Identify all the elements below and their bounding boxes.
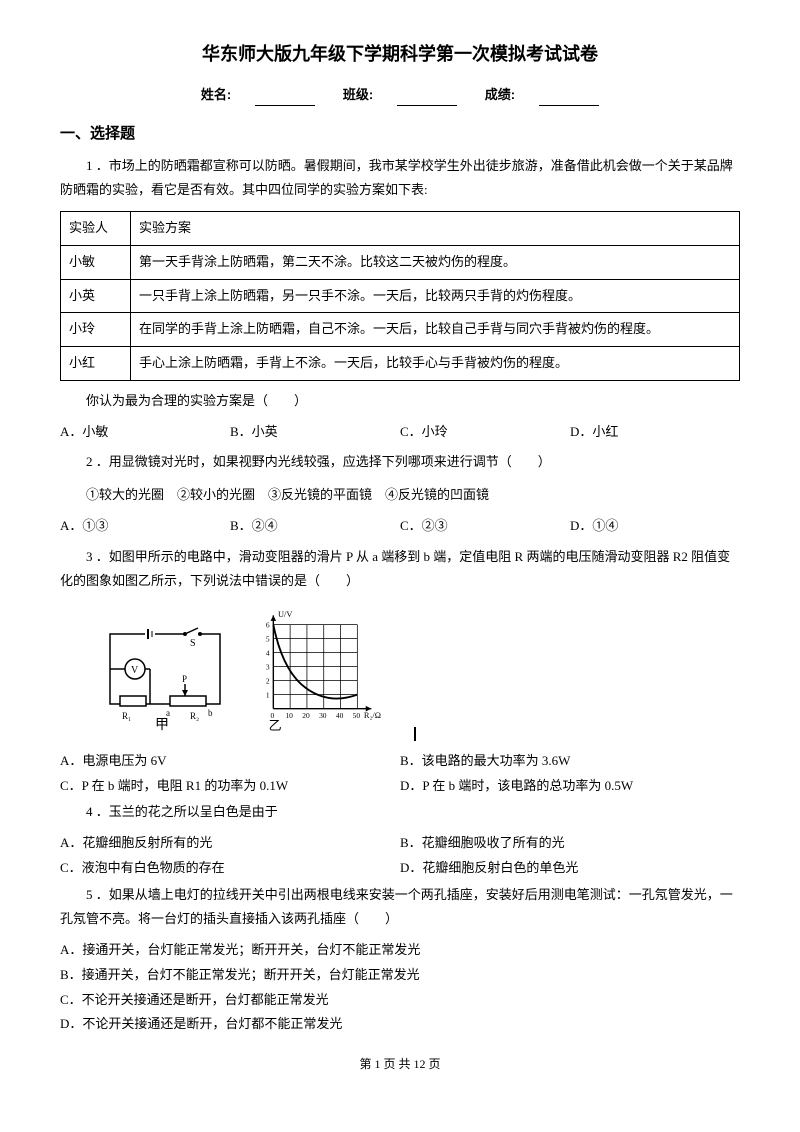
svg-text:V: V <box>131 665 139 676</box>
option-a: A．电源电压为 6V <box>60 751 400 772</box>
circuit-figure: S V R₁ P a R₂ b 甲 <box>100 624 230 741</box>
table-row: 小红 手心上涂上防晒霜，手背上不涂。一天后，比较手心与手背被灼伤的程度。 <box>61 347 740 381</box>
option-b: B．该电路的最大功率为 3.6W <box>400 751 740 772</box>
q2-options: A．①③ B．②④ C．②③ D．①④ <box>60 516 740 537</box>
svg-text:R₂: R₂ <box>190 711 199 721</box>
cursor-icon <box>414 727 416 741</box>
q1-post: 你认为最为合理的实验方案是（ ） <box>60 389 740 414</box>
svg-text:R₁: R₁ <box>122 711 131 721</box>
q3-options-row2: C．P 在 b 端时，电阻 R1 的功率为 0.1W D．P 在 b 端时，该电… <box>60 776 740 797</box>
score-label: 成绩: <box>485 87 515 102</box>
svg-text:40: 40 <box>336 711 344 720</box>
class-blank[interactable] <box>397 92 457 106</box>
svg-text:3: 3 <box>266 662 270 671</box>
svg-text:2: 2 <box>266 676 270 685</box>
student-info: 姓名: 班级: 成绩: <box>60 85 740 106</box>
svg-text:5: 5 <box>266 634 270 643</box>
q4-text: 4 ．玉兰的花之所以呈白色是由于 <box>60 800 740 825</box>
table-row: 小敏 第一天手背涂上防晒霜，第二天不涂。比较这二天被灼伤的程度。 <box>61 245 740 279</box>
svg-text:50: 50 <box>353 711 361 720</box>
option-c: C．小玲 <box>400 422 570 443</box>
option-d: D．小红 <box>570 422 740 443</box>
option-a: A．①③ <box>60 516 230 537</box>
q3-figures: S V R₁ P a R₂ b 甲 <box>100 604 740 741</box>
option-d: D．P 在 b 端时，该电路的总功率为 0.5W <box>400 776 740 797</box>
cell: 小红 <box>61 347 131 381</box>
section-heading: 一、选择题 <box>60 122 740 146</box>
svg-text:P: P <box>182 674 187 684</box>
option-d: D．①④ <box>570 516 740 537</box>
table-row: 小英 一只手背上涂上防晒霜，另一只手不涂。一天后，比较两只手背的灼伤程度。 <box>61 279 740 313</box>
svg-text:a: a <box>166 708 170 718</box>
svg-text:U/V: U/V <box>278 610 292 619</box>
svg-text:乙: 乙 <box>269 718 282 733</box>
score-blank[interactable] <box>539 92 599 106</box>
svg-text:1: 1 <box>266 690 270 699</box>
option-a: A．接通开关，台灯能正常发光；断开开关，台灯不能正常发光 <box>60 940 740 961</box>
q1-table: 实验人 实验方案 小敏 第一天手背涂上防晒霜，第二天不涂。比较这二天被灼伤的程度… <box>60 211 740 381</box>
option-c: C．液泡中有白色物质的存在 <box>60 858 400 879</box>
name-blank[interactable] <box>255 92 315 106</box>
cell: 手心上涂上防晒霜，手背上不涂。一天后，比较手心与手背被灼伤的程度。 <box>131 347 740 381</box>
q1-options: A．小敏 B．小英 C．小玲 D．小红 <box>60 422 740 443</box>
option-a: A．花瓣细胞反射所有的光 <box>60 833 400 854</box>
class-label: 班级: <box>343 87 373 102</box>
option-d: D．花瓣细胞反射白色的单色光 <box>400 858 740 879</box>
q2-sub: ①较大的光圈 ②较小的光圈 ③反光镜的平面镜 ④反光镜的凹面镜 <box>60 483 740 508</box>
table-header: 实验人 <box>61 211 131 245</box>
cell: 小英 <box>61 279 131 313</box>
svg-text:R₂/Ω: R₂/Ω <box>364 711 381 720</box>
option-c: C．不论开关接通还是断开，台灯都能正常发光 <box>60 990 740 1011</box>
cell: 小玲 <box>61 313 131 347</box>
q4-options-row1: A．花瓣细胞反射所有的光 B．花瓣细胞吸收了所有的光 <box>60 833 740 854</box>
svg-text:S: S <box>190 638 196 649</box>
q2-text: 2 ．用显微镜对光时，如果视野内光线较强，应选择下列哪项来进行调节（ ） <box>60 450 740 475</box>
page-title: 华东师大版九年级下学期科学第一次模拟考试试卷 <box>60 40 740 69</box>
name-label: 姓名: <box>201 87 231 102</box>
svg-text:20: 20 <box>302 711 310 720</box>
svg-text:甲: 甲 <box>155 718 169 733</box>
q5-options: A．接通开关，台灯能正常发光；断开开关，台灯不能正常发光 B．接通开关，台灯不能… <box>60 940 740 1035</box>
option-b: B．小英 <box>230 422 400 443</box>
table-header: 实验方案 <box>131 211 740 245</box>
cell: 小敏 <box>61 245 131 279</box>
graph-figure: 1 2 3 4 5 6 U/V 0 10 20 30 40 50 R₂/Ω 乙 <box>250 604 390 741</box>
option-c: C．②③ <box>400 516 570 537</box>
q4-options-row2: C．液泡中有白色物质的存在 D．花瓣细胞反射白色的单色光 <box>60 858 740 879</box>
option-b: B．花瓣细胞吸收了所有的光 <box>400 833 740 854</box>
table-row: 小玲 在同学的手背上涂上防晒霜，自己不涂。一天后，比较自己手背与同穴手背被灼伤的… <box>61 313 740 347</box>
q3-options-row1: A．电源电压为 6V B．该电路的最大功率为 3.6W <box>60 751 740 772</box>
svg-text:10: 10 <box>285 711 293 720</box>
svg-text:6: 6 <box>266 620 270 629</box>
svg-text:30: 30 <box>319 711 327 720</box>
cell: 第一天手背涂上防晒霜，第二天不涂。比较这二天被灼伤的程度。 <box>131 245 740 279</box>
option-b: B．接通开关，台灯不能正常发光；断开开关，台灯能正常发光 <box>60 965 740 986</box>
q5-text: 5 ．如果从墙上电灯的拉线开关中引出两根电线来安装一个两孔插座，安装好后用测电笔… <box>60 883 740 932</box>
q1-text: 1 ．市场上的防晒霜都宣称可以防晒。暑假期间，我市某学校学生外出徒步旅游，准备借… <box>60 154 740 203</box>
svg-text:4: 4 <box>266 648 270 657</box>
option-a: A．小敏 <box>60 422 230 443</box>
cell: 在同学的手背上涂上防晒霜，自己不涂。一天后，比较自己手背与同穴手背被灼伤的程度。 <box>131 313 740 347</box>
page-footer: 第 1 页 共 12 页 <box>60 1055 740 1074</box>
option-b: B．②④ <box>230 516 400 537</box>
cell: 一只手背上涂上防晒霜，另一只手不涂。一天后，比较两只手背的灼伤程度。 <box>131 279 740 313</box>
option-c: C．P 在 b 端时，电阻 R1 的功率为 0.1W <box>60 776 400 797</box>
table-row: 实验人 实验方案 <box>61 211 740 245</box>
q3-text: 3 ．如图甲所示的电路中，滑动变阻器的滑片 P 从 a 端移到 b 端，定值电阻… <box>60 545 740 594</box>
svg-text:b: b <box>208 708 213 718</box>
option-d: D．不论开关接通还是断开，台灯都不能正常发光 <box>60 1014 740 1035</box>
